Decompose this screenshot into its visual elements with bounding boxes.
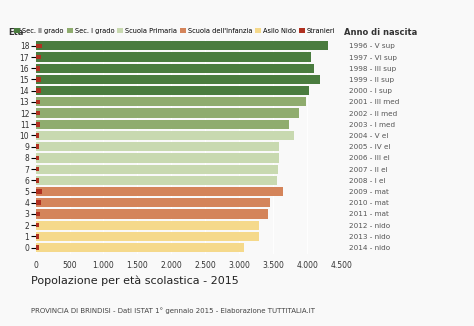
Bar	[36, 120, 289, 129]
Bar	[36, 200, 41, 205]
Bar	[36, 109, 299, 118]
Bar	[36, 176, 277, 185]
Bar	[36, 131, 294, 140]
Bar	[36, 243, 244, 252]
Bar	[36, 44, 42, 48]
Bar	[36, 88, 41, 93]
Bar	[36, 111, 40, 115]
Bar	[36, 97, 306, 107]
Bar	[36, 55, 41, 59]
Bar	[36, 167, 39, 171]
Bar	[36, 77, 41, 82]
Bar	[36, 209, 268, 218]
Bar	[36, 66, 40, 70]
Text: Anno di nascita: Anno di nascita	[344, 28, 418, 37]
Bar	[36, 153, 279, 162]
Bar	[36, 187, 283, 196]
Bar	[36, 142, 280, 151]
Bar	[36, 99, 40, 104]
Bar	[36, 232, 259, 241]
Bar	[36, 122, 40, 126]
Bar	[36, 189, 42, 194]
Text: Età: Età	[8, 28, 23, 37]
Bar	[36, 133, 39, 138]
Text: Popolazione per età scolastica - 2015: Popolazione per età scolastica - 2015	[31, 275, 238, 286]
Bar	[36, 223, 39, 228]
Bar	[36, 212, 40, 216]
Bar	[36, 221, 259, 230]
Bar	[36, 245, 38, 250]
Legend: Sec. II grado, Sec. I grado, Scuola Primaria, Scuola dell'Infanzia, Asilo Nido, : Sec. II grado, Sec. I grado, Scuola Prim…	[14, 28, 335, 34]
Bar	[36, 178, 38, 183]
Bar	[36, 86, 310, 95]
Bar	[36, 52, 310, 62]
Bar	[36, 165, 278, 174]
Bar	[36, 64, 314, 73]
Bar	[36, 234, 39, 239]
Bar	[36, 75, 319, 84]
Bar	[36, 41, 328, 51]
Bar	[36, 144, 39, 149]
Text: PROVINCIA DI BRINDISI - Dati ISTAT 1° gennaio 2015 - Elaborazione TUTTITALIA.IT: PROVINCIA DI BRINDISI - Dati ISTAT 1° ge…	[31, 307, 315, 314]
Bar	[36, 156, 39, 160]
Bar	[36, 198, 270, 207]
